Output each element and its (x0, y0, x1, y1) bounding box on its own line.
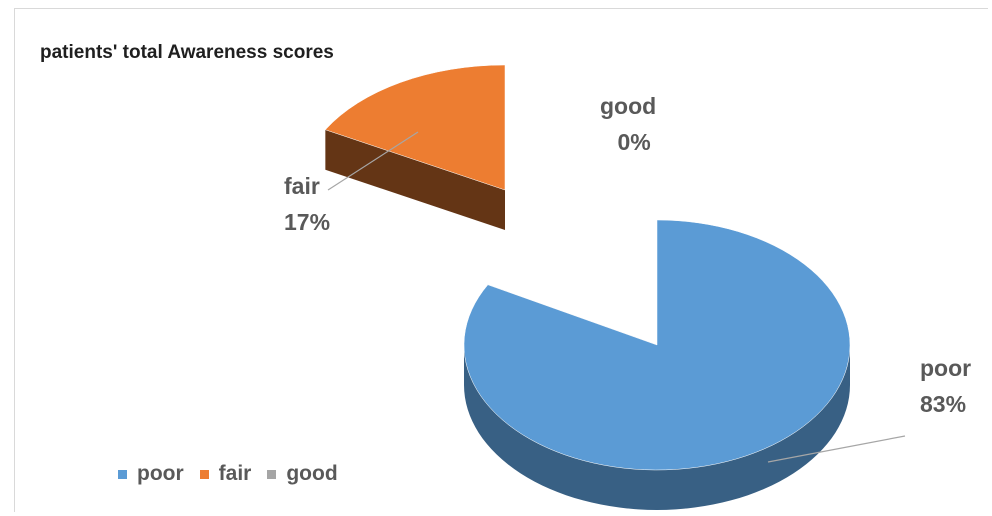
data-label-fair-pct: 17% (284, 209, 331, 235)
leader-line-poor (767, 435, 906, 463)
pie-slice-poor-side (464, 345, 850, 510)
chart-title: patients' total Awareness scores (40, 42, 334, 63)
data-label-good-pct: 0% (617, 129, 651, 155)
data-label-poor: poor 83% (920, 350, 971, 422)
legend-label-poor: poor (137, 462, 184, 485)
data-label-good: good 0% (600, 88, 656, 160)
pie-slice-fair (324, 64, 506, 191)
data-label-fair-name: fair (284, 173, 320, 199)
data-label-fair: fair 17% (284, 168, 330, 240)
chart-frame (14, 8, 988, 512)
legend-swatch-poor (118, 469, 127, 479)
chart-legend: poor fair good (118, 462, 354, 486)
legend-item-poor: poor (118, 462, 184, 486)
legend-item-fair: fair (199, 462, 252, 486)
legend-swatch-fair (199, 469, 209, 479)
data-label-poor-name: poor (920, 355, 972, 381)
legend-item-good: good (267, 462, 338, 486)
legend-swatch-good (267, 469, 277, 479)
pie-slice-fair-face-0 (325, 129, 505, 230)
pie-slices (324, 64, 851, 510)
legend-label-good: good (286, 462, 338, 485)
data-label-good-name: good (600, 93, 657, 119)
leader-line-fair (327, 131, 419, 191)
data-label-poor-pct: 83% (920, 391, 967, 417)
pie-slice-poor (463, 219, 851, 471)
legend-label-fair: fair (218, 462, 252, 485)
